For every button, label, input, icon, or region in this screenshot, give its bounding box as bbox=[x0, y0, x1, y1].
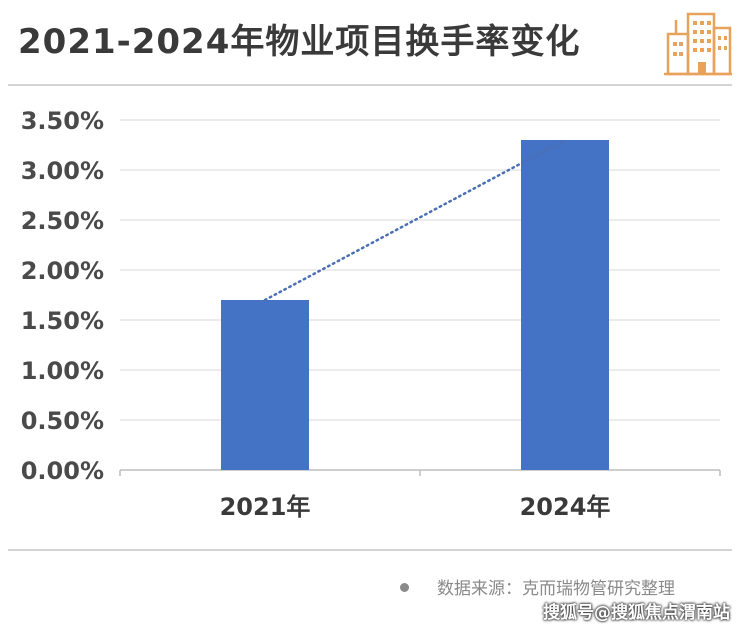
source-text: 数据来源：克而瑞物管研究整理 bbox=[437, 579, 675, 599]
title-divider bbox=[8, 84, 732, 86]
bar bbox=[221, 300, 309, 470]
y-tick-label: 2.00% bbox=[21, 257, 104, 285]
y-tick-label: 3.00% bbox=[21, 157, 104, 185]
trendline bbox=[263, 138, 567, 302]
building-icon bbox=[664, 12, 732, 76]
y-tick-label: 1.50% bbox=[21, 307, 104, 335]
y-tick-label: 1.00% bbox=[21, 357, 104, 385]
y-tick-label: 2.50% bbox=[21, 207, 104, 235]
y-tick-label: 3.50% bbox=[21, 107, 104, 135]
y-tick-label: 0.00% bbox=[21, 457, 104, 485]
x-tick-label: 2024年 bbox=[520, 493, 611, 521]
x-tick-label: 2021年 bbox=[220, 493, 311, 521]
page-title: 2021-2024年物业项目换手率变化 bbox=[18, 22, 581, 62]
bar bbox=[521, 140, 609, 470]
footer-divider bbox=[8, 549, 732, 551]
bar-chart: 0.00% 0.50% 1.00% 1.50% 2.00% 2.50% 3.00% 3.50%… bbox=[21, 107, 721, 521]
y-tick-label: 0.50% bbox=[21, 407, 104, 435]
watermark: 搜狐号@搜狐焦点渭南站 bbox=[543, 603, 730, 623]
bullet-dot bbox=[400, 582, 409, 592]
source-note: 数据来源：克而瑞物管研究整理 bbox=[400, 574, 675, 599]
